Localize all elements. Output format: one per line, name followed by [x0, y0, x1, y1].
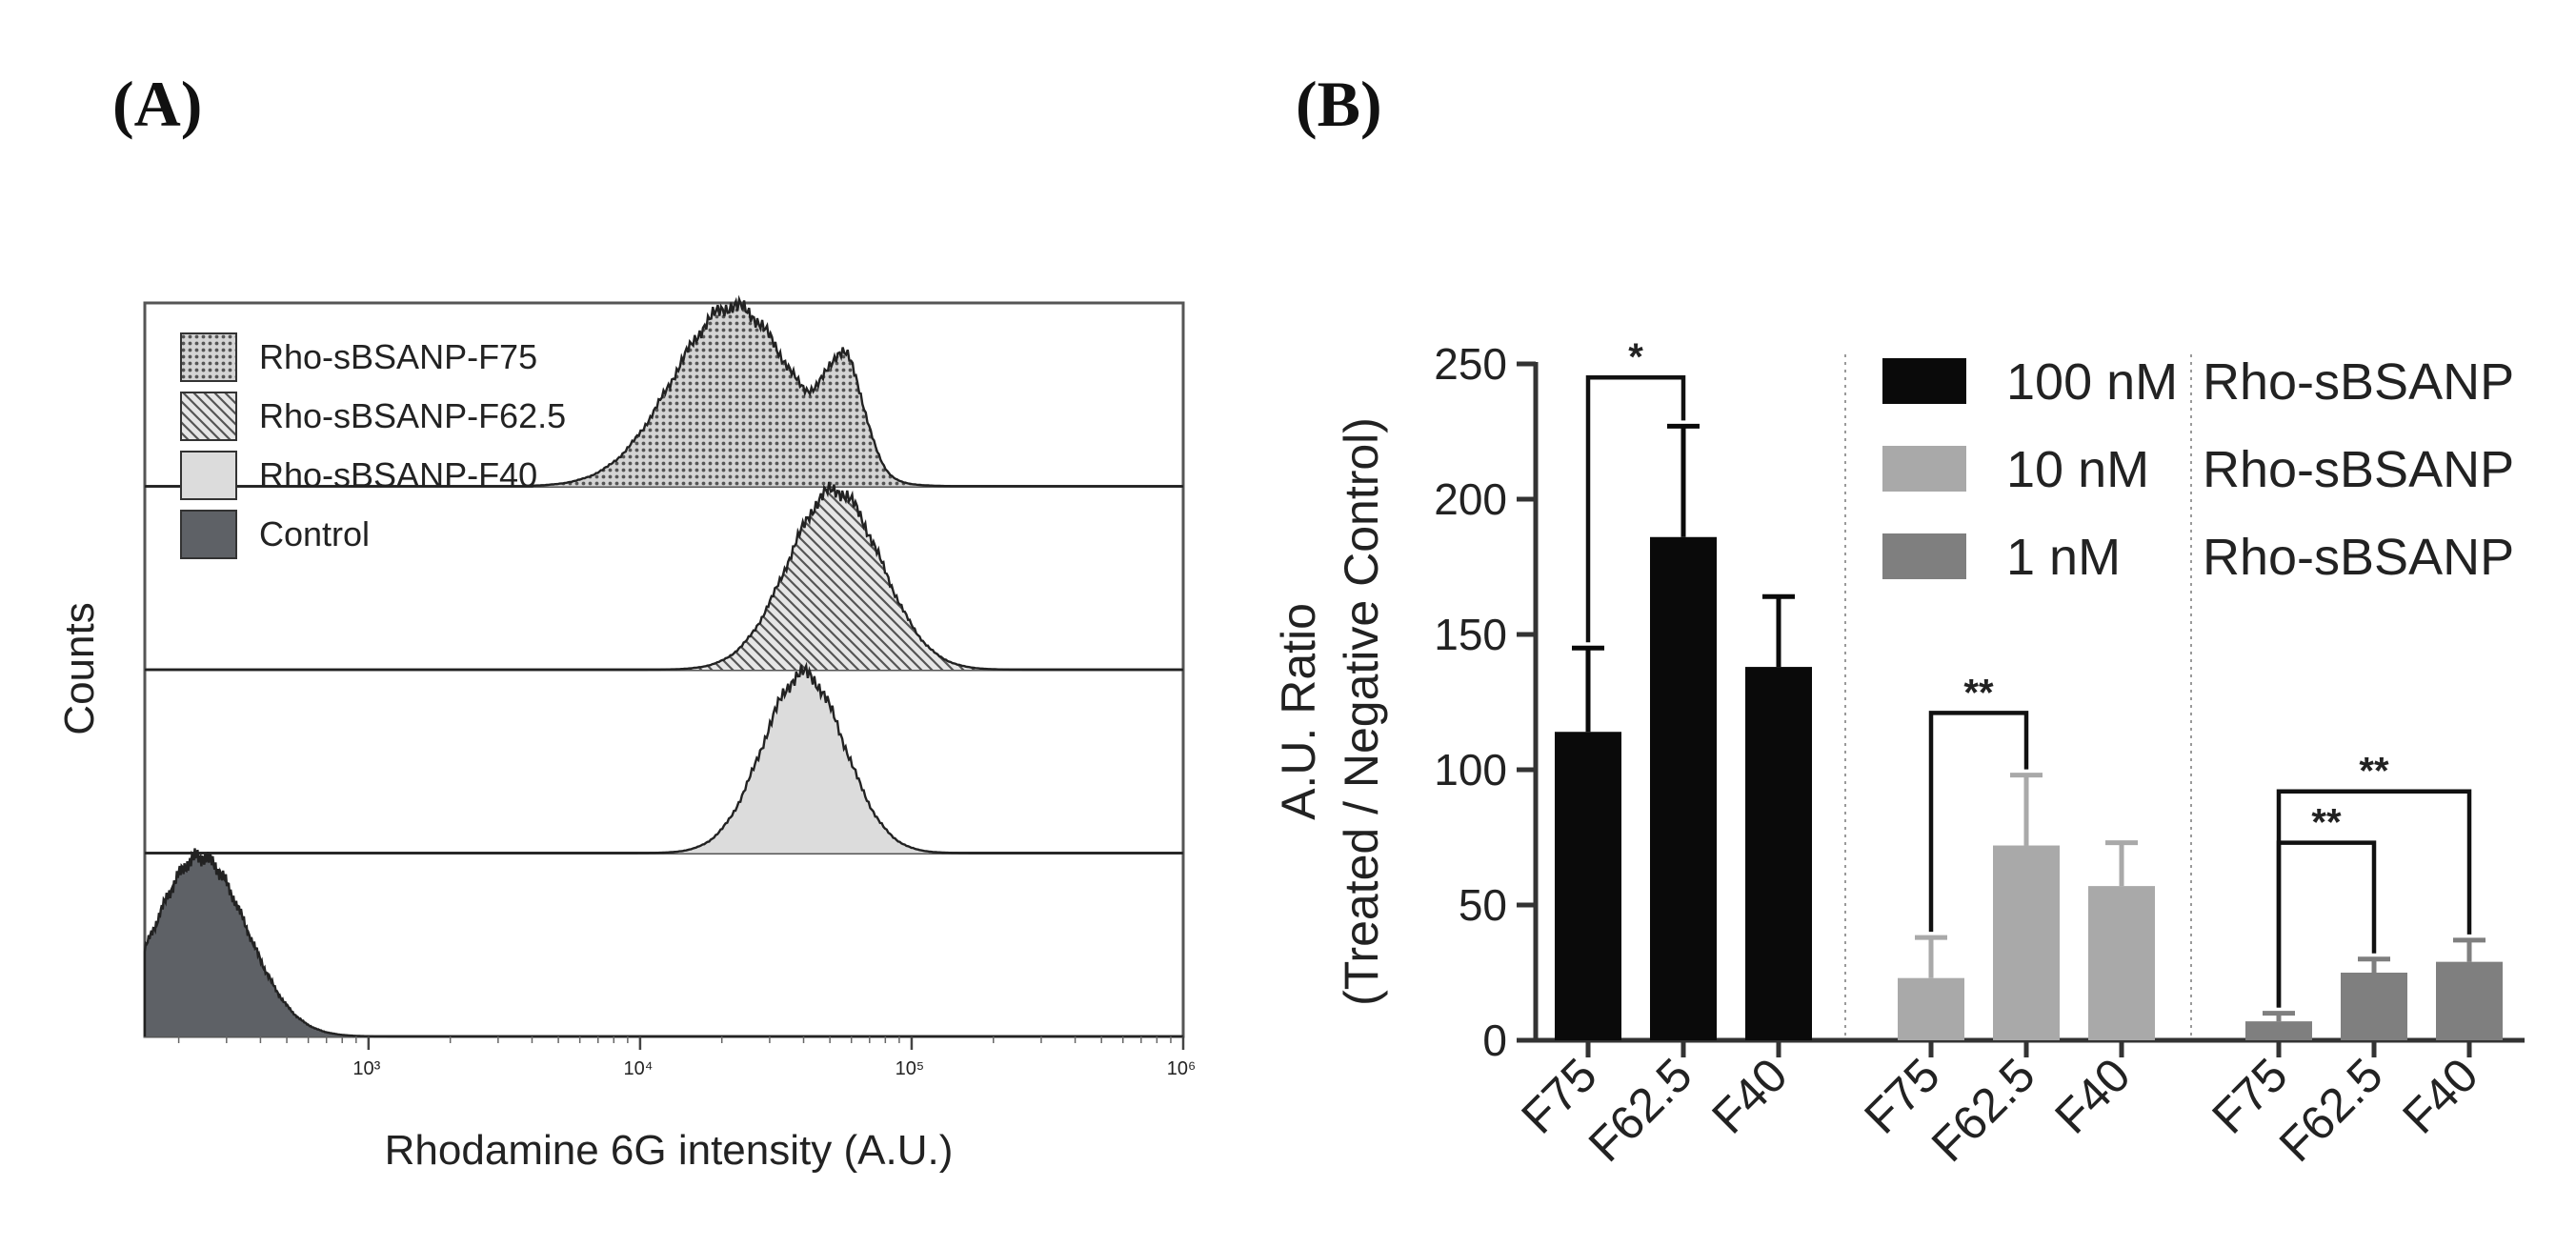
histogram-fill-hatch	[614, 481, 1041, 670]
bar-f40-group-2	[2088, 886, 2155, 1040]
bar-f40-group-3	[2436, 961, 2503, 1040]
bar-legend-swatch	[1882, 533, 1966, 579]
significance-marker: **	[2359, 751, 2389, 793]
histogram-fill-dark	[145, 848, 391, 1036]
histogram-x-label: Rhodamine 6G intensity (A.U.)	[385, 1127, 954, 1174]
bar-x-category-label: F62.5	[2269, 1048, 2393, 1172]
bar-f625-group-1	[1650, 536, 1717, 1040]
bar-legend-concentration: 100 nM	[2006, 353, 2178, 411]
bar-x-category-label: F40	[1701, 1048, 1798, 1144]
bar-y-tick-label: 0	[1482, 1016, 1507, 1065]
legend-label-f62: Rho-sBSANP-F62.5	[259, 396, 566, 435]
legend-swatch-control	[180, 510, 237, 559]
bar-x-category-label: F62.5	[1922, 1048, 2045, 1172]
bar-y-tick-label: 250	[1434, 339, 1507, 389]
significance-bracket	[1585, 374, 1686, 643]
bar-y-tick-label: 100	[1434, 745, 1507, 794]
histogram-outline-dots	[145, 294, 1184, 488]
histogram-outline-light	[145, 661, 1183, 855]
legend-swatch-f62	[180, 392, 237, 441]
bar-y-label-2: (Treated / Negative Control)	[1335, 417, 1388, 1006]
bar-f75-group-3	[2245, 1021, 2312, 1040]
legend-swatch-f75	[180, 332, 237, 382]
histogram-panel: 10³ 10⁴ 10⁵ 10⁶ Rho-sBSANP-F75 Rho-sBSANP-F…	[56, 294, 1196, 1174]
significance-marker: *	[1628, 336, 1643, 378]
bar-y-tick-label: 50	[1459, 880, 1507, 930]
significance-bracket	[1928, 711, 2029, 933]
bar-legend-label: Rho-sBSANP	[2203, 353, 2514, 411]
bar-f75-group-2	[1898, 977, 1964, 1040]
bar-f40-group-1	[1745, 667, 1812, 1040]
bar-y-label: A.U. Ratio	[1272, 603, 1325, 820]
histogram-fill-dots	[532, 299, 960, 487]
bar-legend-label: Rho-sBSANP	[2203, 529, 2514, 586]
bar-legend-swatch	[1882, 358, 1966, 404]
histogram-y-label: Counts	[56, 602, 103, 734]
bar-legend-label: Rho-sBSANP	[2203, 441, 2514, 498]
significance-bracket	[2276, 789, 2472, 1008]
bar-y-tick-label: 200	[1434, 474, 1507, 524]
bar-f625-group-3	[2341, 973, 2407, 1040]
significance-marker: **	[1963, 672, 1994, 714]
legend-swatch-f40	[180, 451, 237, 500]
legend-label-control: Control	[259, 514, 370, 553]
histogram-outline-dark	[143, 848, 1183, 1038]
histogram-x-tick-label: 10⁵	[896, 1058, 925, 1079]
bar-f625-group-2	[1993, 845, 2060, 1040]
bar-x-category-label: F40	[2044, 1048, 2141, 1144]
bar-x-category-label: F62.5	[1579, 1048, 1702, 1172]
histogram-x-tick-label: 10³	[352, 1058, 380, 1079]
legend-label-f75: Rho-sBSANP-F75	[259, 337, 537, 376]
bar-legend-concentration: 1 nM	[2006, 529, 2121, 586]
panel-label-a: (A)	[112, 68, 202, 140]
significance-marker: **	[2311, 802, 2342, 844]
histogram-legend: Rho-sBSANP-F75 Rho-sBSANP-F62.5 Rho-sBSA…	[180, 332, 566, 559]
histogram-x-tick-label: 10⁴	[623, 1058, 653, 1079]
histogram-outline-hatch	[145, 481, 1183, 672]
bar-x-category-label: F40	[2392, 1048, 2488, 1144]
histogram-fill-light	[614, 664, 1041, 854]
histogram-x-tick-label: 10⁶	[1167, 1058, 1196, 1079]
legend-label-f40: Rho-sBSANP-F40	[259, 455, 537, 494]
bar-legend-swatch	[1882, 446, 1966, 492]
bar-legend-concentration: 10 nM	[2006, 441, 2149, 498]
panel-label-b: (B)	[1296, 68, 1382, 140]
bar-y-tick-label: 150	[1434, 610, 1507, 659]
bar-f75-group-1	[1555, 732, 1621, 1040]
